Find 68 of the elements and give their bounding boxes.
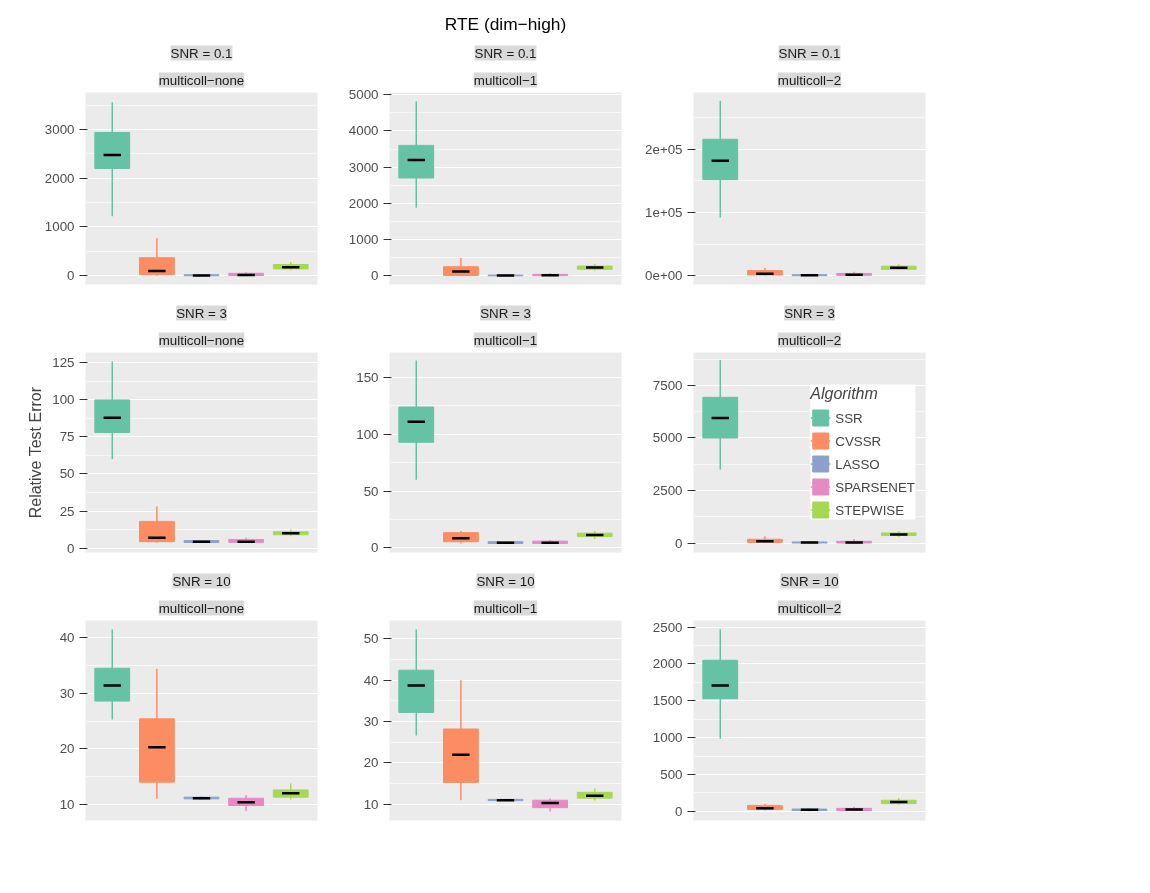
y-tick-label: 3000 bbox=[44, 122, 75, 138]
y-tick-label: 7500 bbox=[652, 377, 683, 393]
y-tick-label: 40 bbox=[59, 630, 75, 646]
y-tick-label: 1500 bbox=[652, 693, 683, 709]
y-tick-label: 25 bbox=[59, 503, 75, 519]
y-tick-label: 30 bbox=[363, 714, 379, 730]
chart-title: SNR = 10 bbox=[476, 573, 535, 589]
y-tick-label: 150 bbox=[356, 370, 379, 385]
y-tick-label: 1000 bbox=[348, 232, 379, 248]
legend-title: Algorithm bbox=[810, 384, 879, 403]
y-tick-label: 5000 bbox=[652, 430, 683, 446]
chart-subtitle: multicoll−1 bbox=[473, 332, 538, 348]
chart-subtitle: multicoll−2 bbox=[777, 600, 842, 616]
y-tick-label: 1000 bbox=[44, 219, 75, 235]
text: RTE (dim−high) bbox=[444, 13, 567, 34]
legend-label: SPARSENET bbox=[835, 479, 915, 494]
chart-title: SNR = 0.1 bbox=[170, 45, 233, 61]
y-tick-label: 30 bbox=[59, 685, 75, 701]
y-tick-label: 0 bbox=[675, 535, 683, 551]
chart-title: SNR = 3 bbox=[784, 305, 835, 321]
chart-title: SNR = 0.1 bbox=[474, 45, 537, 61]
y-tick-label: 10 bbox=[59, 796, 75, 812]
y-tick-label: 1000 bbox=[652, 730, 683, 746]
legend-label: STEPWISE bbox=[835, 502, 905, 517]
y-tick-label: 0 bbox=[67, 540, 75, 556]
y-tick-label: 0e+00 bbox=[645, 268, 683, 284]
chart-title: SNR = 10 bbox=[780, 573, 839, 589]
y-tick-label: 50 bbox=[363, 483, 379, 499]
y-tick-label: 10 bbox=[363, 796, 379, 812]
y-tick-label: 3000 bbox=[348, 159, 379, 175]
chart-subtitle: multicoll−2 bbox=[777, 332, 842, 348]
y-tick-label: 50 bbox=[363, 631, 379, 647]
chart-subtitle: multicoll−1 bbox=[473, 600, 538, 616]
chart-subtitle: multicoll−1 bbox=[473, 72, 538, 88]
y-tick-label: 2000 bbox=[348, 195, 379, 211]
chart-title: SNR = 0.1 bbox=[778, 45, 841, 61]
y-tick-label: 1e+05 bbox=[645, 205, 683, 220]
y-tick-label: 2500 bbox=[652, 483, 683, 499]
legend-label: SSR bbox=[835, 410, 863, 425]
y-tick-label: 2e+05 bbox=[645, 141, 683, 157]
y-tick-label: 0 bbox=[371, 268, 379, 284]
legend-label: LASSO bbox=[835, 456, 880, 471]
y-tick-label: 0 bbox=[371, 540, 379, 556]
chart-title: SNR = 10 bbox=[172, 573, 231, 589]
y-tick-label: 100 bbox=[356, 426, 379, 442]
legend-label: CVSSR bbox=[835, 433, 882, 448]
y-tick-label: 20 bbox=[363, 755, 379, 771]
y-tick-label: 0 bbox=[675, 803, 683, 819]
chart-subtitle: multicoll−none bbox=[158, 332, 245, 348]
y-tick-label: 75 bbox=[59, 429, 75, 445]
y-axis-title: Relative Test Error bbox=[27, 386, 45, 519]
y-tick-label: 5000 bbox=[348, 87, 379, 103]
chart-title: SNR = 3 bbox=[176, 305, 227, 321]
y-tick-label: 100 bbox=[52, 392, 75, 408]
y-tick-label: 500 bbox=[660, 766, 683, 782]
y-tick-label: 50 bbox=[59, 466, 75, 482]
y-tick-label: 2000 bbox=[44, 170, 75, 186]
y-tick-label: 4000 bbox=[348, 123, 379, 139]
chart-subtitle: multicoll−none bbox=[158, 72, 245, 88]
y-tick-label: 125 bbox=[52, 355, 75, 371]
chart-subtitle: multicoll−2 bbox=[777, 72, 842, 88]
chart-subtitle: multicoll−none bbox=[158, 600, 245, 616]
y-tick-label: 0 bbox=[67, 268, 75, 284]
chart-title: SNR = 3 bbox=[480, 305, 531, 321]
y-tick-label: 40 bbox=[363, 672, 379, 688]
y-tick-label: 20 bbox=[59, 741, 75, 757]
y-tick-label: 2500 bbox=[652, 619, 683, 635]
y-tick-label: 2000 bbox=[652, 656, 683, 672]
